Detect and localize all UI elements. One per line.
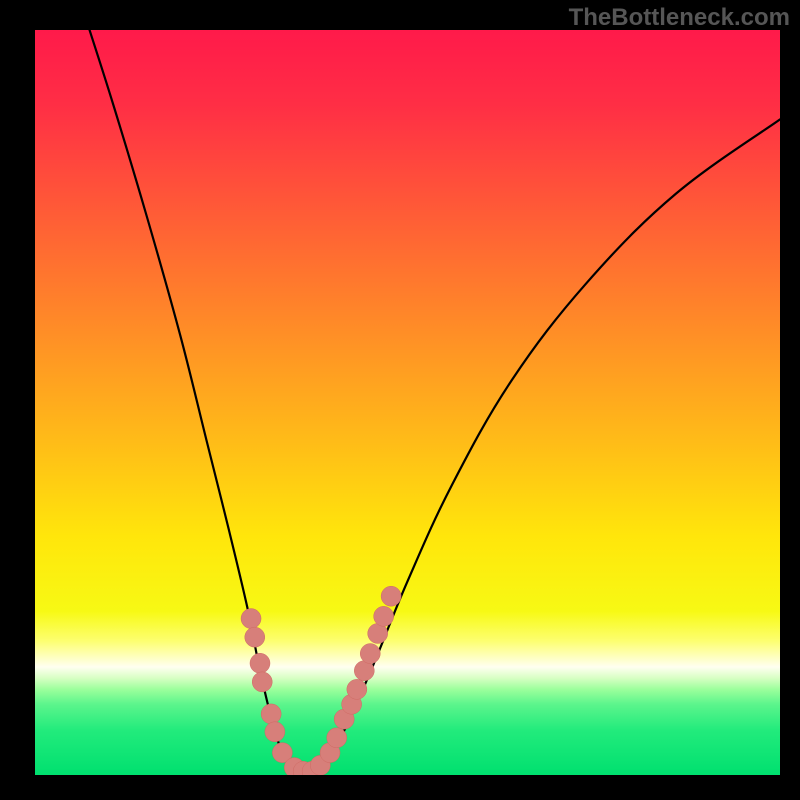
curve-marker (261, 704, 281, 724)
curve-marker (381, 586, 401, 606)
curve-marker (374, 606, 394, 626)
watermark-text: TheBottleneck.com (569, 4, 790, 32)
chart-frame: TheBottleneck.com (0, 0, 800, 800)
curve-marker (250, 653, 270, 673)
curve-marker (360, 644, 380, 664)
curve-marker (252, 672, 272, 692)
bottleneck-curve-chart (0, 0, 800, 800)
curve-marker (347, 679, 367, 699)
curve-marker (241, 609, 261, 629)
plot-background (35, 30, 780, 775)
curve-marker (265, 722, 285, 742)
curve-marker (327, 728, 347, 748)
curve-marker (245, 627, 265, 647)
